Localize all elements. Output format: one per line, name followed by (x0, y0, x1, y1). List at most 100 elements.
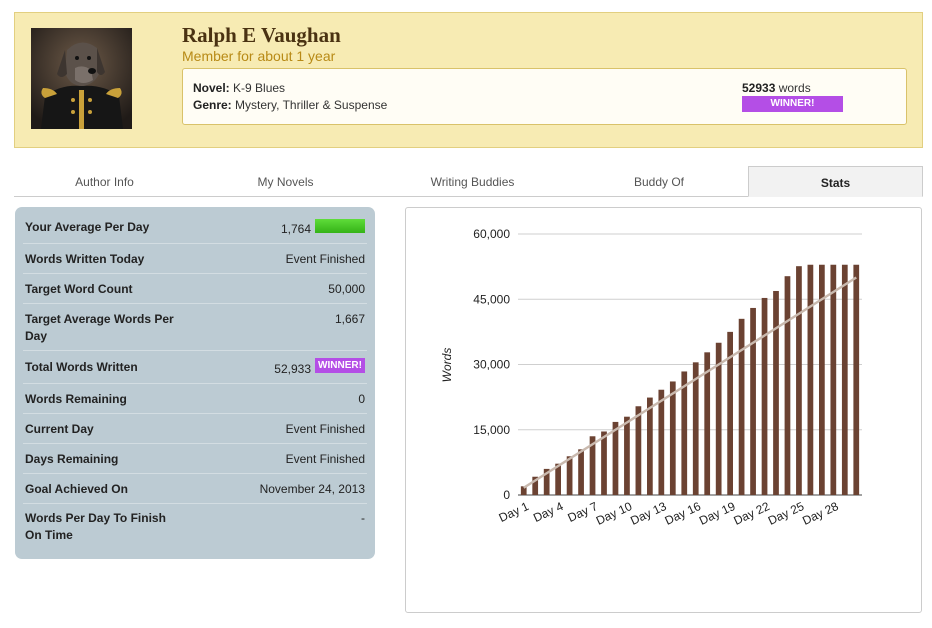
stat-row-target-average: Target Average Words Per Day 1,667 (23, 304, 367, 351)
chart-bar[interactable] (796, 266, 802, 495)
target-pace-line (523, 276, 857, 489)
stat-value: 0 (358, 392, 365, 406)
stat-label: Target Word Count (25, 282, 133, 296)
stat-label: Words Remaining (25, 392, 127, 406)
chart-bar[interactable] (738, 318, 745, 495)
y-tick-label: 45,000 (473, 292, 510, 306)
x-tick-label: Day 4 (531, 499, 566, 525)
tab-author-info[interactable]: Author Info (75, 175, 134, 189)
chart-bar[interactable] (601, 431, 607, 495)
stat-row-days-remaining: Days Remaining Event Finished (23, 444, 367, 474)
stat-row-target-count: Target Word Count 50,000 (23, 274, 367, 304)
chart-bar[interactable] (830, 264, 837, 495)
chart-bar[interactable] (704, 352, 711, 495)
member-since: Member for about 1 year (182, 48, 336, 64)
genre-value: Mystery, Thriller & Suspense (235, 98, 388, 112)
avatar[interactable] (31, 28, 132, 129)
y-axis-label: Words (440, 348, 454, 383)
y-tick-label: 15,000 (473, 423, 510, 437)
x-tick-label: Day 28 (800, 499, 841, 528)
y-axis-ticks: 0 15,000 30,000 45,000 60,000 (473, 227, 510, 502)
y-tick-label: 60,000 (473, 227, 510, 241)
y-tick-label: 30,000 (473, 358, 510, 372)
chart-bar[interactable] (578, 449, 584, 495)
profile-tabs: Author Info My Novels Writing Buddies Bu… (14, 166, 923, 197)
chart-bar[interactable] (807, 264, 814, 495)
stat-row-average-per-day: Your Average Per Day 1,764 (23, 215, 367, 244)
stat-label: Target Average Words Per Day (25, 312, 174, 343)
chart-bar[interactable] (819, 264, 825, 495)
chart-bar[interactable] (532, 476, 539, 495)
novel-label: Novel: (193, 81, 230, 95)
stat-value: 1,764 (280, 222, 311, 236)
chart-bar[interactable] (761, 297, 768, 495)
chart-bar[interactable] (853, 264, 860, 495)
word-count-chart: 0 15,000 30,000 45,000 60,000 Day 1 Day 4 Day … (405, 207, 922, 613)
chart-bar[interactable] (692, 362, 699, 495)
chart-bar[interactable] (520, 486, 527, 495)
novel-title[interactable]: K-9 Blues (233, 81, 286, 95)
x-tick-label: Day 10 (594, 499, 635, 528)
y-tick-label: 0 (503, 488, 510, 502)
stat-row-current-day: Current Day Event Finished (23, 414, 367, 444)
chart-bar[interactable] (681, 371, 688, 495)
dog-portrait-icon (31, 28, 132, 129)
x-tick-label: Day 7 (565, 499, 600, 525)
chart-bar[interactable] (715, 342, 722, 495)
genre-line: Genre: Mystery, Thriller & Suspense (193, 98, 387, 112)
word-count-unit: words (778, 81, 811, 95)
chart-grid (518, 233, 862, 496)
target-line (523, 276, 857, 489)
tab-stats[interactable]: Stats (748, 166, 923, 197)
chart-bar[interactable] (669, 381, 676, 495)
winner-badge-small: WINNER! (315, 358, 365, 373)
chart-bar[interactable] (647, 397, 653, 495)
profile-header: Ralph E Vaughan Member for about 1 year … (14, 12, 923, 148)
word-count: 52933 words (742, 81, 811, 95)
stat-row-total-words: Total Words Written 52,933 WINNER! (23, 351, 367, 384)
chart-bar[interactable] (658, 389, 665, 495)
genre-label: Genre: (193, 98, 232, 112)
x-tick-label: Day 19 (697, 499, 738, 528)
stat-value: Event Finished (285, 252, 365, 266)
chart-bar[interactable] (841, 264, 848, 495)
tab-writing-buddies[interactable]: Writing Buddies (430, 175, 515, 189)
chart-bar[interactable] (727, 331, 733, 495)
chart-bar[interactable] (784, 276, 791, 495)
stat-row-words-per-day-to-finish: Words Per Day To Finish On Time - (23, 504, 367, 550)
word-count-value: 52933 (742, 81, 776, 95)
stat-value: Event Finished (285, 452, 365, 466)
chart-bar[interactable] (773, 290, 779, 495)
x-tick-label: Day 22 (731, 499, 772, 528)
stats-panel: Your Average Per Day 1,764 Words Written… (15, 207, 375, 559)
author-name[interactable]: Ralph E Vaughan (182, 23, 341, 47)
chart-bar[interactable] (635, 406, 642, 495)
stat-label: Words Written Today (25, 252, 145, 266)
stat-label: Total Words Written (25, 360, 138, 374)
stat-label: Days Remaining (25, 452, 119, 466)
chart-bar[interactable] (589, 436, 596, 495)
chart-bar[interactable] (750, 307, 756, 495)
chart-bar[interactable] (555, 463, 561, 495)
stat-row-goal-achieved: Goal Achieved On November 24, 2013 (23, 474, 367, 504)
x-tick-label: Day 25 (766, 499, 807, 528)
tab-my-novels[interactable]: My Novels (257, 175, 314, 189)
chart-bar[interactable] (624, 416, 630, 495)
x-tick-label: Day 1 (497, 499, 532, 525)
chart-bar[interactable] (543, 468, 550, 495)
chart-bar[interactable] (566, 456, 573, 495)
stat-row-words-today: Words Written Today Event Finished (23, 244, 367, 274)
stat-label: Words Per Day To Finish On Time (25, 511, 166, 542)
stat-label: Your Average Per Day (25, 220, 150, 234)
stat-value: 50,000 (328, 282, 365, 296)
tab-buddy-of[interactable]: Buddy Of (633, 175, 685, 189)
novel-summary: Novel: K-9 Blues Genre: Mystery, Thrille… (182, 68, 907, 125)
stat-value: November 24, 2013 (259, 482, 365, 496)
chart-bar[interactable] (612, 421, 619, 495)
x-tick-label: Day 13 (628, 499, 669, 528)
average-progress-bar (315, 219, 365, 233)
stat-label: Current Day (25, 422, 94, 436)
winner-badge: WINNER! (742, 96, 843, 112)
